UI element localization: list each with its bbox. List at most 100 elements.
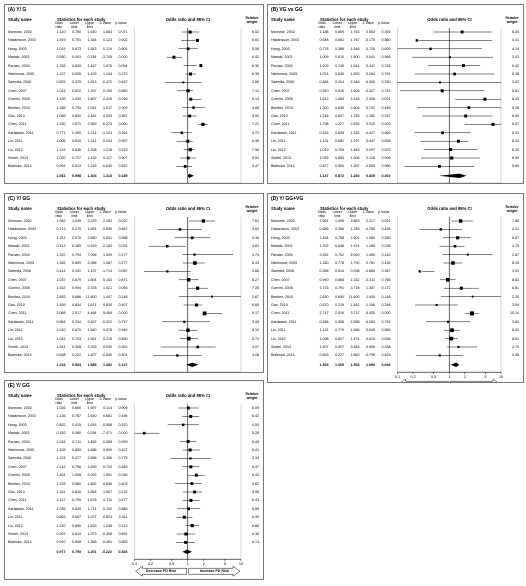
stat-cell: 0.749 (335, 63, 344, 68)
study-point (451, 261, 455, 265)
study-point (188, 147, 192, 152)
stat-cell: 0.607 (72, 515, 81, 520)
stat-cell: 0.277 (118, 261, 128, 265)
weight-cell: 6.20 (512, 147, 519, 152)
study-name: Hong, 2003 (271, 235, 290, 240)
stat-cell: -0.780 (364, 227, 375, 232)
stat-cell: -1.156 (364, 303, 375, 307)
stat-cell: 1.019 (319, 147, 329, 152)
decrease-label: Decrease PD Risk (145, 569, 177, 574)
pooled-stat-cell: 0.998 (72, 173, 81, 178)
stat-cell: 0.435 (381, 261, 391, 265)
or-ci-header: Odds ratio and 95% CI (165, 393, 211, 398)
stat-cell: 1.451 (56, 473, 66, 478)
stat-cell: 2.308 (366, 97, 375, 102)
stat-cell: 0.298 (350, 269, 360, 274)
weight-cell: 6.09 (252, 406, 259, 410)
weight-cell: 6.13 (252, 97, 259, 102)
study-point (438, 165, 441, 168)
stat-cell: 1.664 (103, 30, 112, 34)
study-name: Saeedia, 2006 (271, 269, 295, 274)
stat-cell: 1.131 (319, 328, 329, 333)
stat-cell: 2.853 (56, 294, 66, 299)
stat-cell: 1.127 (56, 72, 66, 76)
study-name: Bialecka, 2014 (8, 540, 32, 545)
study-point (456, 236, 460, 240)
study-name: Hong, 2003 (8, 46, 27, 51)
stat-cell: 2.415 (103, 97, 112, 102)
stat-cell: 0.784 (87, 55, 97, 60)
stat-cell: -0.263 (364, 319, 375, 324)
study-name: Benitez, 2010 (8, 294, 30, 299)
forest-plot-svg (134, 404, 242, 577)
stat-cell: 1.450 (366, 252, 375, 257)
stat-cell: 0.543 (103, 114, 112, 118)
weight-cell: 7.58 (252, 147, 259, 152)
stat-cell: 0.948 (319, 319, 329, 324)
study-name: Chen, 2007 (8, 88, 27, 93)
stat-cell: 0.570 (72, 235, 81, 240)
pooled-stat-cell: 1.065 (335, 362, 344, 367)
study-point (457, 346, 460, 348)
study-point (184, 540, 188, 544)
stat-cell: 1.349 (103, 252, 112, 257)
study-name: Hong, 2003 (8, 235, 27, 240)
study-point (184, 532, 188, 536)
study-point (186, 156, 190, 160)
pooled-stat-cell: 0.934 (72, 362, 81, 367)
stat-cell: 1.089 (56, 114, 66, 118)
stat-cell: 1.482 (350, 303, 360, 307)
stat-cell: 1.640 (87, 414, 97, 419)
stat-cell: 0.000 (118, 311, 128, 316)
stat-cell: 0.877 (319, 164, 329, 169)
study-point (182, 81, 185, 84)
forest-panel-d: (D) Y/ GG+VG Study name Statistics for eac… (267, 193, 524, 383)
study-name: Karakasis, 2011 (8, 319, 34, 324)
study-name: Chen, 2011 (271, 122, 290, 127)
stat-cell: 0.089 (103, 439, 112, 444)
stat-cell: 0.910 (319, 88, 329, 93)
weight-cell: 6.99 (512, 156, 519, 160)
stat-cell: 0.817 (335, 336, 344, 341)
stat-cell: 2.830 (319, 294, 329, 299)
stat-cell: 0.102 (103, 506, 112, 511)
stat-cell: 1.210 (56, 523, 66, 528)
pooled-stat-cell: 0.189 (118, 173, 128, 178)
pooled-stat-cell: 0.402 (381, 173, 391, 178)
stat-cell: 0.116 (366, 156, 375, 160)
stat-cell: 3.718 (350, 286, 360, 291)
stat-cell: 1.074 (319, 72, 329, 76)
stat-cell: -0.175 (364, 38, 375, 43)
stat-cell: 0.665 (335, 277, 344, 282)
stat-cell: 1.136 (56, 414, 66, 419)
stat-cell: 1.605 (350, 88, 360, 93)
study-name: Paraan, 2004 (271, 252, 293, 257)
study-point (190, 236, 194, 240)
stat-cell: 1.084 (335, 97, 344, 102)
study-name: Guerini, 2008 (271, 97, 293, 102)
study-name: Hakansson, 2003 (271, 38, 299, 43)
study-name: Momose, 2002 (271, 30, 295, 34)
stat-subheader: Upper limit (85, 397, 95, 405)
stat-cell: 1.115 (56, 147, 66, 152)
stat-cell: 0.791 (335, 286, 344, 291)
stat-cell: 1.597 (87, 406, 97, 410)
study-point (450, 156, 454, 160)
stat-cell: 1.337 (56, 252, 66, 257)
weight-cell: 5.31 (512, 130, 519, 135)
stat-cell: 0.387 (381, 269, 391, 274)
stat-cell: 0.152 (56, 431, 66, 436)
pooled-stat-cell: 1.313 (103, 173, 112, 178)
stat-cell: 1.676 (103, 63, 112, 68)
study-point (186, 89, 190, 93)
weight-cell: 7.12 (252, 88, 259, 93)
stat-cell: 2.081 (87, 105, 97, 110)
weight-cell: 6.42 (252, 55, 259, 60)
stat-cell: 0.711 (72, 439, 81, 444)
stat-cell: 1.798 (319, 122, 329, 127)
stat-cell: 0.637 (118, 80, 128, 85)
stat-cell: 1.209 (319, 63, 329, 68)
pooled-stat-cell: 0.790 (72, 549, 81, 554)
stat-cell: 0.685 (335, 156, 344, 160)
study-name: Lin, 2011 (271, 139, 286, 144)
